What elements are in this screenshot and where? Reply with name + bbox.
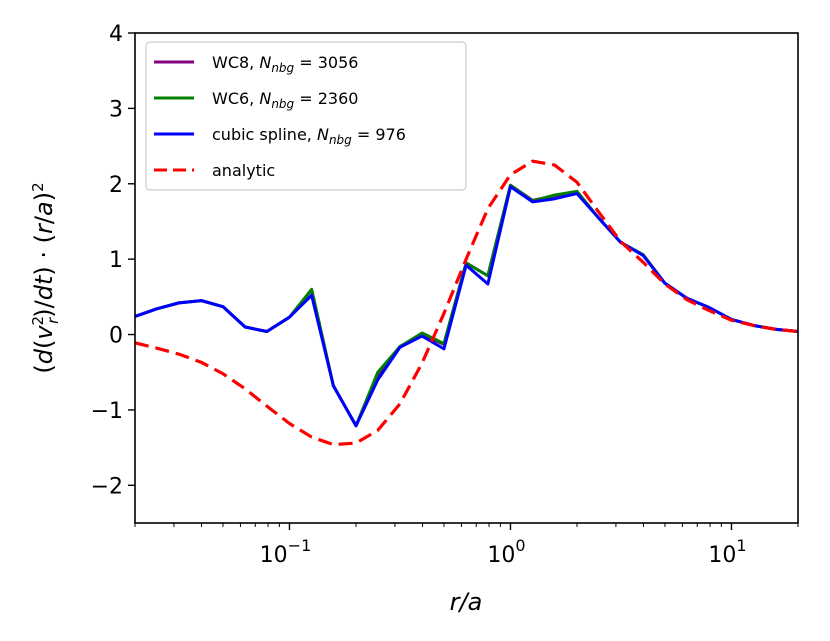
y-tick-label: 4 [109, 22, 123, 47]
series-line-wc8 [135, 183, 798, 428]
legend-label: WC6, Nnbg = 2360 [212, 89, 358, 111]
y-tick-label: 2 [109, 173, 123, 198]
y-axis: −2 −1 0 1 2 3 4 [91, 22, 135, 499]
legend: WC8, Nnbg = 3056 WC6, Nnbg = 2360 cubic sp… [145, 41, 467, 191]
legend-box [145, 41, 467, 191]
y-axis-label: (d(v2r)/dt) · (r/a)2 [29, 182, 62, 373]
legend-label: analytic [212, 161, 275, 180]
y-tick-label: 3 [109, 97, 123, 122]
series-line-cubic-spline [135, 185, 798, 428]
y-tick-label: −2 [91, 474, 123, 499]
y-tick-label: −1 [91, 399, 123, 424]
legend-label: cubic spline, Nnbg = 976 [212, 125, 406, 147]
legend-label: WC8, Nnbg = 3056 [212, 53, 358, 75]
series-line-analytic [135, 159, 798, 447]
x-tick-label: 10−1 [260, 536, 312, 568]
y-tick-label: 0 [109, 324, 123, 349]
x-axis: 10−1 100 101 [134, 523, 799, 568]
series-line-wc6 [135, 183, 798, 428]
plot-lines [135, 159, 798, 447]
x-axis-label: r/a [450, 588, 483, 616]
x-tick-label: 101 [708, 536, 746, 568]
x-tick-label: 100 [487, 536, 525, 568]
y-tick-label: 1 [109, 248, 123, 273]
plot-frame [134, 32, 799, 524]
